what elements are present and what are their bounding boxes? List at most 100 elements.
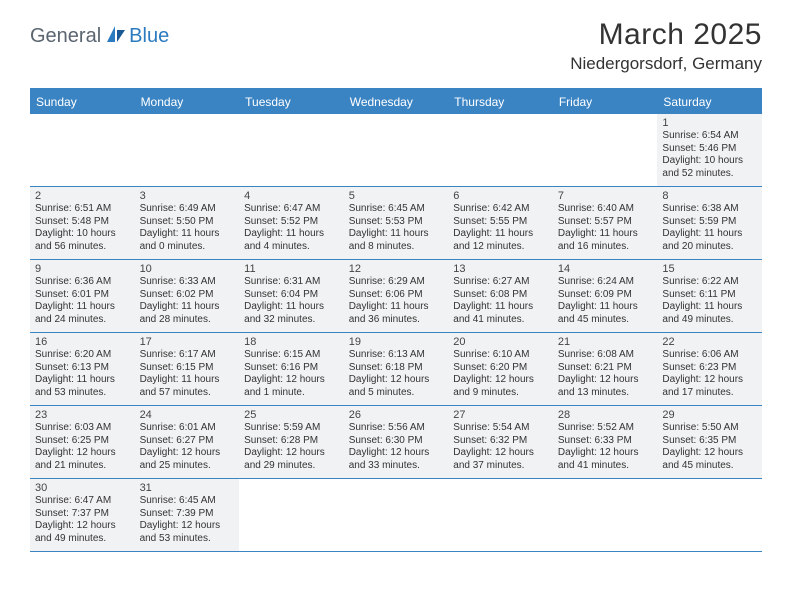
day-cell: 17Sunrise: 6:17 AMSunset: 6:15 PMDayligh…: [135, 333, 240, 405]
sunset-text: Sunset: 6:32 PM: [453, 435, 548, 448]
day-cell: 9Sunrise: 6:36 AMSunset: 6:01 PMDaylight…: [30, 260, 135, 332]
weekday-sunday: Sunday: [30, 90, 135, 114]
day-number: 30: [35, 482, 130, 494]
day-info: Sunrise: 5:54 AMSunset: 6:32 PMDaylight:…: [453, 422, 548, 472]
day-info: Sunrise: 6:13 AMSunset: 6:18 PMDaylight:…: [349, 349, 444, 399]
day-number: 5: [349, 190, 444, 202]
sunrise-text: Sunrise: 5:50 AM: [662, 422, 757, 435]
daylight-text: Daylight: 12 hours and 13 minutes.: [558, 374, 653, 399]
day-number: 22: [662, 336, 757, 348]
day-info: Sunrise: 6:47 AMSunset: 5:52 PMDaylight:…: [244, 203, 339, 253]
sunrise-text: Sunrise: 6:13 AM: [349, 349, 444, 362]
day-number: 3: [140, 190, 235, 202]
daylight-text: Daylight: 10 hours and 56 minutes.: [35, 228, 130, 253]
day-number: 24: [140, 409, 235, 421]
sunrise-text: Sunrise: 6:40 AM: [558, 203, 653, 216]
sunrise-text: Sunrise: 6:08 AM: [558, 349, 653, 362]
weekday-monday: Monday: [135, 90, 240, 114]
day-cell: 25Sunrise: 5:59 AMSunset: 6:28 PMDayligh…: [239, 406, 344, 478]
sunset-text: Sunset: 7:39 PM: [140, 508, 235, 521]
day-number: 7: [558, 190, 653, 202]
day-cell: 2Sunrise: 6:51 AMSunset: 5:48 PMDaylight…: [30, 187, 135, 259]
day-cell: 19Sunrise: 6:13 AMSunset: 6:18 PMDayligh…: [344, 333, 449, 405]
day-number: 8: [662, 190, 757, 202]
empty-cell: [344, 114, 449, 186]
daylight-text: Daylight: 12 hours and 25 minutes.: [140, 447, 235, 472]
daylight-text: Daylight: 12 hours and 49 minutes.: [35, 520, 130, 545]
sunrise-text: Sunrise: 6:17 AM: [140, 349, 235, 362]
logo: General Blue: [30, 18, 169, 49]
day-cell: 21Sunrise: 6:08 AMSunset: 6:21 PMDayligh…: [553, 333, 658, 405]
sunrise-text: Sunrise: 6:42 AM: [453, 203, 548, 216]
sunset-text: Sunset: 5:46 PM: [662, 143, 757, 156]
week-row: 1Sunrise: 6:54 AMSunset: 5:46 PMDaylight…: [30, 114, 762, 187]
week-row: 30Sunrise: 6:47 AMSunset: 7:37 PMDayligh…: [30, 479, 762, 552]
sunset-text: Sunset: 5:59 PM: [662, 216, 757, 229]
day-number: 12: [349, 263, 444, 275]
weekday-wednesday: Wednesday: [344, 90, 449, 114]
calendar-table: Sunday Monday Tuesday Wednesday Thursday…: [30, 88, 762, 552]
daylight-text: Daylight: 11 hours and 20 minutes.: [662, 228, 757, 253]
sunset-text: Sunset: 6:33 PM: [558, 435, 653, 448]
day-cell: 13Sunrise: 6:27 AMSunset: 6:08 PMDayligh…: [448, 260, 553, 332]
day-number: 4: [244, 190, 339, 202]
sunrise-text: Sunrise: 6:10 AM: [453, 349, 548, 362]
sunrise-text: Sunrise: 6:45 AM: [349, 203, 444, 216]
weekday-header-row: Sunday Monday Tuesday Wednesday Thursday…: [30, 90, 762, 114]
day-number: 17: [140, 336, 235, 348]
day-info: Sunrise: 6:33 AMSunset: 6:02 PMDaylight:…: [140, 276, 235, 326]
daylight-text: Daylight: 12 hours and 33 minutes.: [349, 447, 444, 472]
day-cell: 11Sunrise: 6:31 AMSunset: 6:04 PMDayligh…: [239, 260, 344, 332]
day-info: Sunrise: 6:47 AMSunset: 7:37 PMDaylight:…: [35, 495, 130, 545]
daylight-text: Daylight: 11 hours and 32 minutes.: [244, 301, 339, 326]
day-info: Sunrise: 6:54 AMSunset: 5:46 PMDaylight:…: [662, 130, 757, 180]
sunset-text: Sunset: 6:06 PM: [349, 289, 444, 302]
sunrise-text: Sunrise: 6:51 AM: [35, 203, 130, 216]
logo-sail-icon: [105, 24, 127, 49]
daylight-text: Daylight: 11 hours and 53 minutes.: [35, 374, 130, 399]
day-number: 26: [349, 409, 444, 421]
sunrise-text: Sunrise: 6:27 AM: [453, 276, 548, 289]
day-number: 28: [558, 409, 653, 421]
day-info: Sunrise: 6:31 AMSunset: 6:04 PMDaylight:…: [244, 276, 339, 326]
day-info: Sunrise: 6:06 AMSunset: 6:23 PMDaylight:…: [662, 349, 757, 399]
day-cell: 3Sunrise: 6:49 AMSunset: 5:50 PMDaylight…: [135, 187, 240, 259]
empty-cell: [135, 114, 240, 186]
day-info: Sunrise: 6:45 AMSunset: 5:53 PMDaylight:…: [349, 203, 444, 253]
empty-cell: [448, 479, 553, 551]
daylight-text: Daylight: 11 hours and 28 minutes.: [140, 301, 235, 326]
sunset-text: Sunset: 6:16 PM: [244, 362, 339, 375]
sunrise-text: Sunrise: 5:56 AM: [349, 422, 444, 435]
sunset-text: Sunset: 7:37 PM: [35, 508, 130, 521]
day-number: 19: [349, 336, 444, 348]
daylight-text: Daylight: 11 hours and 41 minutes.: [453, 301, 548, 326]
sunrise-text: Sunrise: 6:29 AM: [349, 276, 444, 289]
sunset-text: Sunset: 5:55 PM: [453, 216, 548, 229]
sunset-text: Sunset: 6:04 PM: [244, 289, 339, 302]
day-info: Sunrise: 6:49 AMSunset: 5:50 PMDaylight:…: [140, 203, 235, 253]
sunrise-text: Sunrise: 6:31 AM: [244, 276, 339, 289]
day-number: 29: [662, 409, 757, 421]
day-info: Sunrise: 6:03 AMSunset: 6:25 PMDaylight:…: [35, 422, 130, 472]
weekday-tuesday: Tuesday: [239, 90, 344, 114]
location-label: Niedergorsdorf, Germany: [570, 54, 762, 74]
sunrise-text: Sunrise: 6:20 AM: [35, 349, 130, 362]
day-number: 1: [662, 117, 757, 129]
week-row: 23Sunrise: 6:03 AMSunset: 6:25 PMDayligh…: [30, 406, 762, 479]
month-title: March 2025: [570, 18, 762, 52]
title-block: March 2025 Niedergorsdorf, Germany: [570, 18, 762, 74]
day-info: Sunrise: 6:01 AMSunset: 6:27 PMDaylight:…: [140, 422, 235, 472]
week-row: 2Sunrise: 6:51 AMSunset: 5:48 PMDaylight…: [30, 187, 762, 260]
sunset-text: Sunset: 6:25 PM: [35, 435, 130, 448]
day-cell: 24Sunrise: 6:01 AMSunset: 6:27 PMDayligh…: [135, 406, 240, 478]
day-info: Sunrise: 6:29 AMSunset: 6:06 PMDaylight:…: [349, 276, 444, 326]
day-cell: 4Sunrise: 6:47 AMSunset: 5:52 PMDaylight…: [239, 187, 344, 259]
day-cell: 7Sunrise: 6:40 AMSunset: 5:57 PMDaylight…: [553, 187, 658, 259]
weeks-container: 1Sunrise: 6:54 AMSunset: 5:46 PMDaylight…: [30, 114, 762, 552]
week-row: 9Sunrise: 6:36 AMSunset: 6:01 PMDaylight…: [30, 260, 762, 333]
day-info: Sunrise: 5:59 AMSunset: 6:28 PMDaylight:…: [244, 422, 339, 472]
sunset-text: Sunset: 6:27 PM: [140, 435, 235, 448]
weekday-thursday: Thursday: [448, 90, 553, 114]
sunrise-text: Sunrise: 6:54 AM: [662, 130, 757, 143]
sunrise-text: Sunrise: 5:54 AM: [453, 422, 548, 435]
